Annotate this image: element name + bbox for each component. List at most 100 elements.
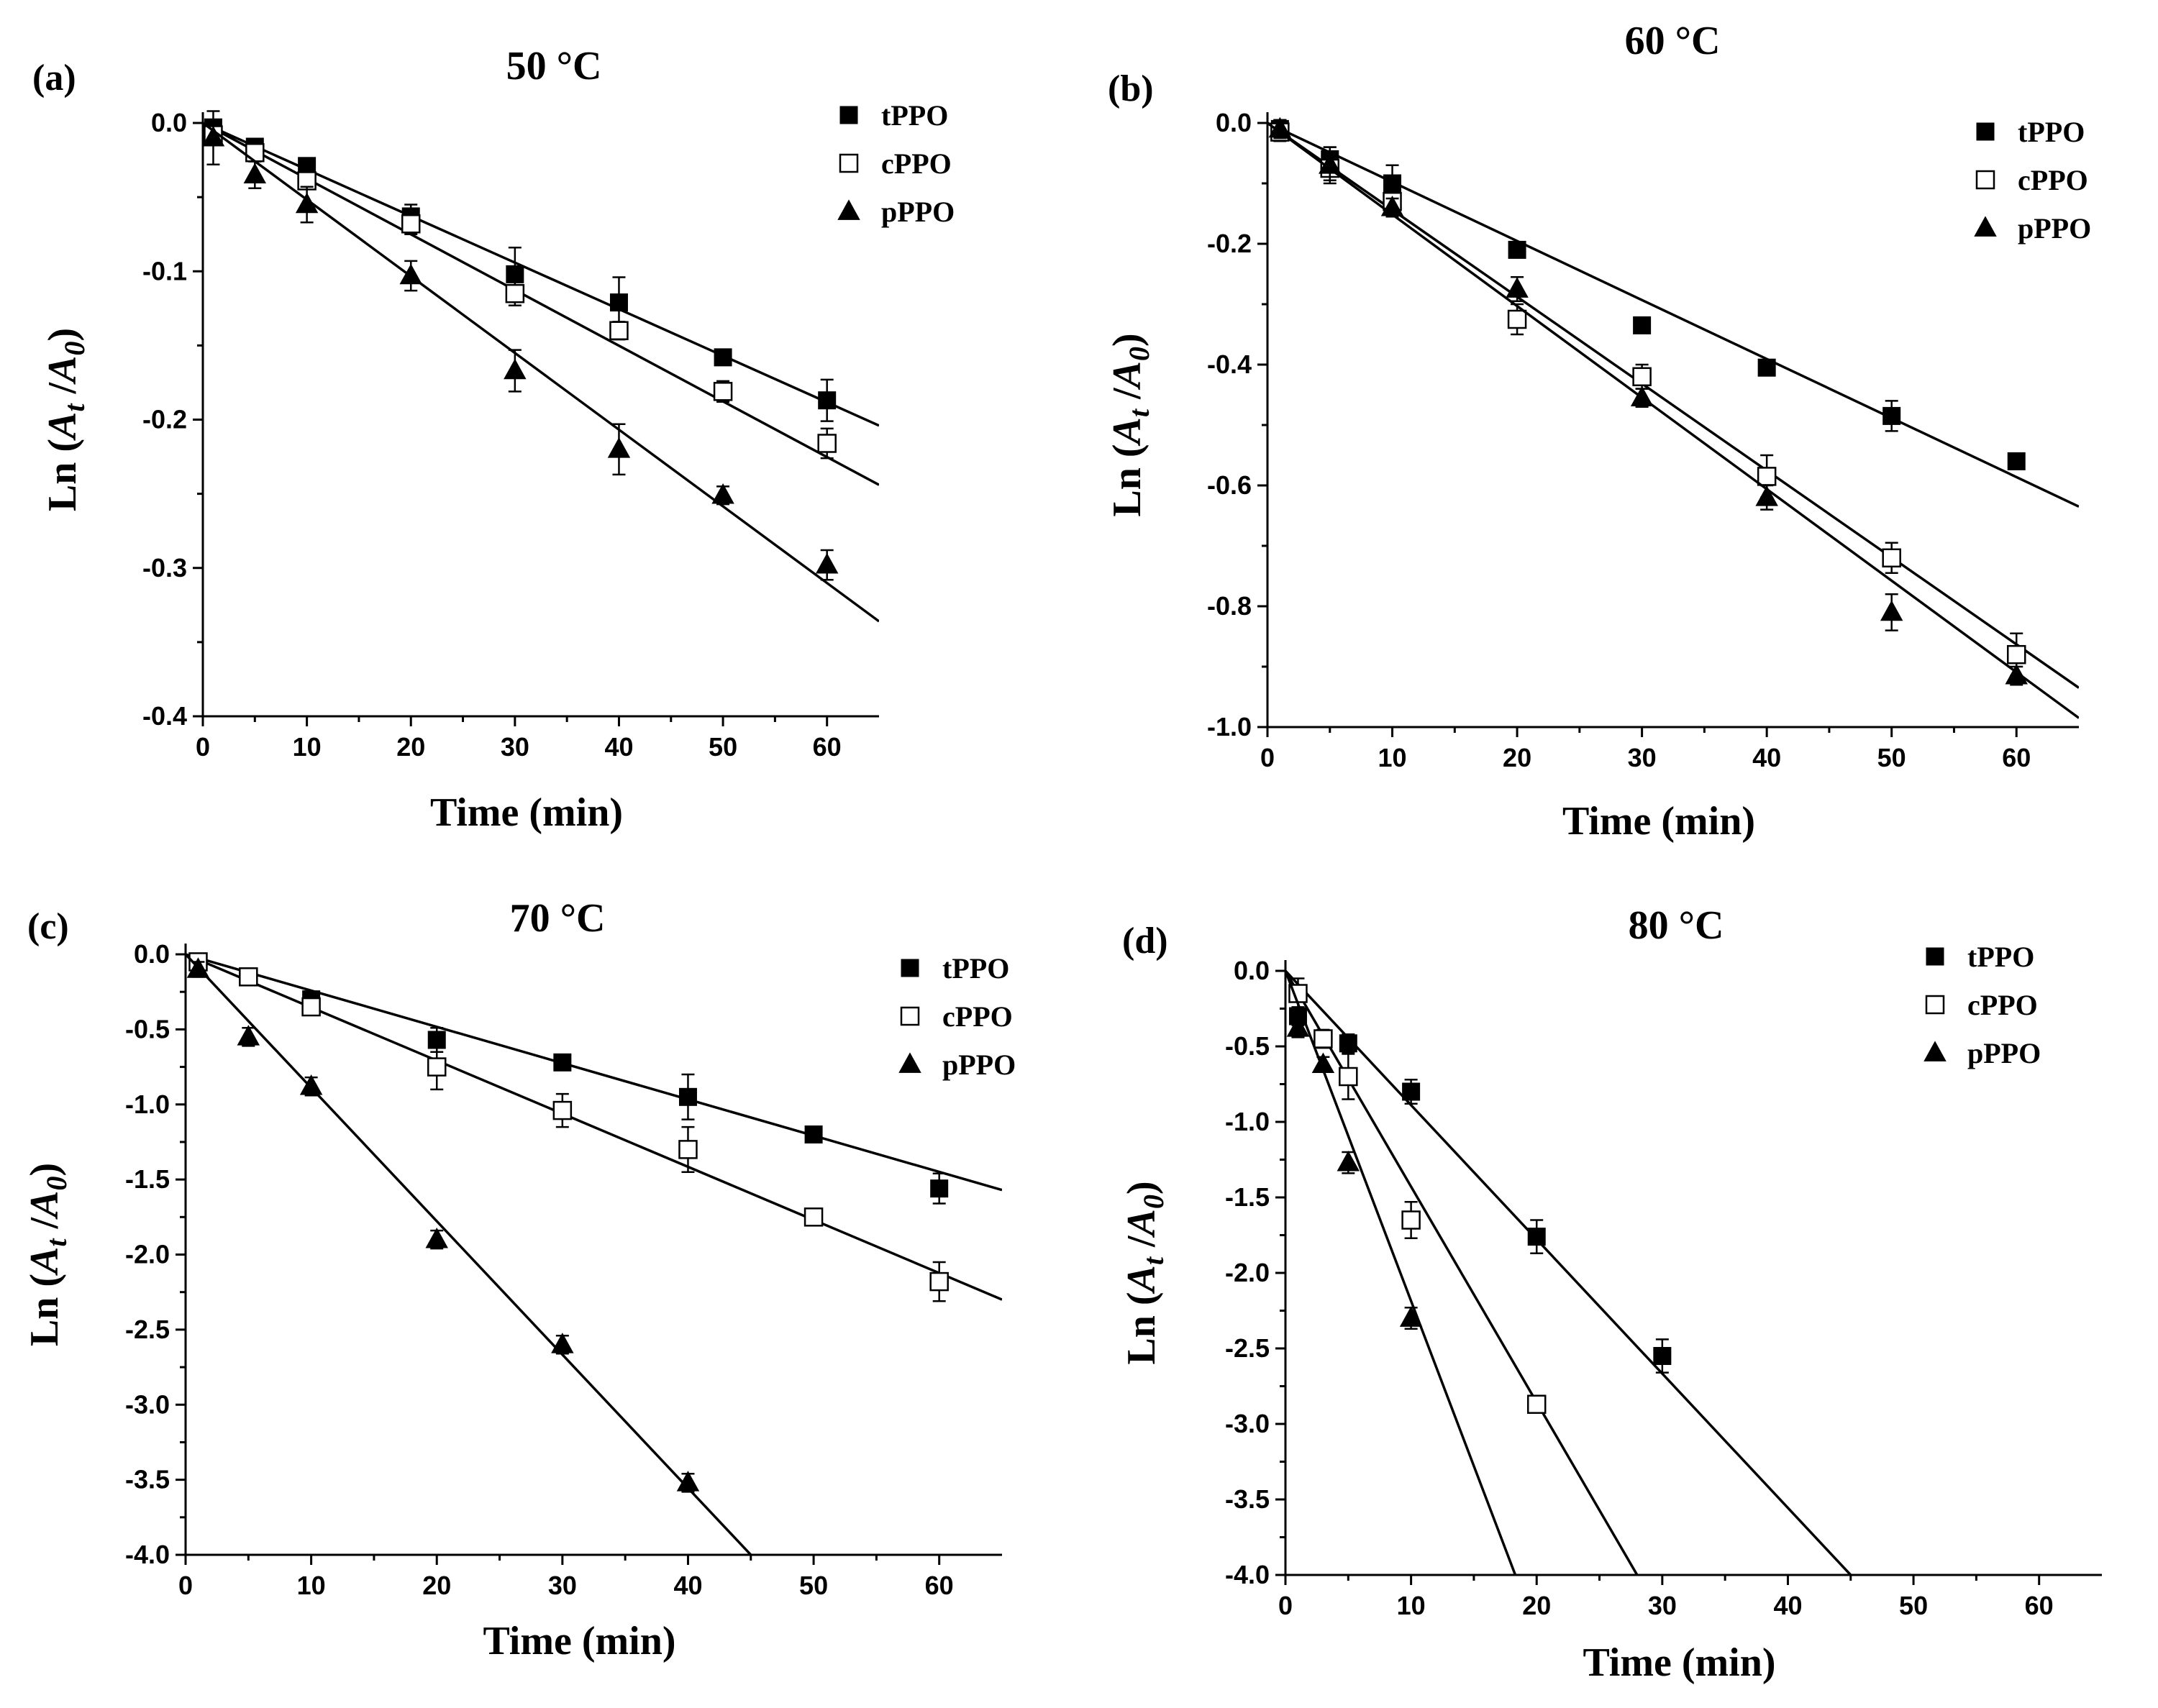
data-point-cPPO <box>1339 1068 1357 1085</box>
data-point-cPPO <box>506 285 524 302</box>
data-point-cPPO <box>246 144 263 161</box>
y-tick-label: -1.0 <box>1225 1107 1270 1136</box>
data-point-cPPO <box>1634 368 1651 385</box>
legend: tPPO cPPO pPPO <box>838 99 955 228</box>
data-point-tPPO <box>1634 316 1651 334</box>
x-tick-label: 10 <box>293 732 322 762</box>
series-pPPO <box>1267 118 2079 718</box>
panel-a: 0 10 20 30 40 50 60 0.0 -0.1 -0.2 -0.3 -0.4 tPPO cPPO… <box>32 44 955 835</box>
data-point-cPPO <box>1403 1212 1420 1229</box>
data-point-tPPO <box>610 294 627 311</box>
data-point-cPPO <box>1758 467 1775 485</box>
x-tick-label: 50 <box>1899 1591 1928 1620</box>
legend-marker-pPPO <box>838 200 860 219</box>
series-pPPO <box>203 111 879 622</box>
legend-label-cPPO: cPPO <box>881 147 952 180</box>
legend-label-cPPO: cPPO <box>942 1000 1013 1033</box>
x-tick-label: 30 <box>1628 743 1657 772</box>
y-tick-label: -0.2 <box>142 405 187 434</box>
legend-label-pPPO: pPPO <box>942 1049 1016 1081</box>
x-tick-label: 60 <box>2025 1591 2054 1620</box>
legend-marker-tPPO <box>901 959 919 977</box>
x-tick-label: 60 <box>813 732 842 762</box>
x-axis-title: Time (min) <box>483 1619 675 1663</box>
y-tick-label: -0.2 <box>1207 229 1252 258</box>
legend-label-cPPO: cPPO <box>1967 989 2038 1021</box>
data-point-cPPO <box>428 1059 445 1076</box>
data-point-pPPO <box>712 484 734 503</box>
x-axis-title: Time (min) <box>430 790 623 835</box>
series-tPPO <box>186 953 1002 1203</box>
data-point-tPPO <box>1654 1348 1671 1365</box>
x-tick-label: 30 <box>1648 1591 1677 1620</box>
panel-title: 50 °C <box>506 44 602 88</box>
data-point-cPPO <box>679 1141 696 1158</box>
y-tick-label: -3.5 <box>125 1465 170 1494</box>
data-point-pPPO <box>816 554 838 573</box>
x-tick-label: 10 <box>297 1571 326 1600</box>
panel-title: 80 °C <box>1629 903 1724 948</box>
data-point-tPPO <box>554 1054 571 1071</box>
y-tick-label: 0.0 <box>151 108 187 137</box>
legend-marker-cPPO <box>1926 996 1944 1013</box>
figure: 0 10 20 30 40 50 600.0-0.1-0.2-0.3-0.4tPPOcPPO… <box>0 0 2158 1708</box>
panel-label: (a) <box>32 58 76 99</box>
data-point-cPPO <box>805 1208 822 1225</box>
x-tick-label: 30 <box>501 732 529 762</box>
series-tPPO <box>1285 971 1851 1575</box>
legend-marker-pPPO <box>1924 1041 1946 1061</box>
legend-label-tPPO: tPPO <box>942 952 1009 985</box>
y-tick-label: -3.0 <box>125 1389 170 1419</box>
data-point-pPPO <box>400 265 422 284</box>
data-point-cPPO <box>1883 549 1900 567</box>
data-point-tPPO <box>931 1180 948 1197</box>
data-point-tPPO <box>1883 407 1900 424</box>
y-tick-label: -1.5 <box>125 1164 170 1194</box>
y-tick-label: -3.5 <box>1225 1484 1270 1514</box>
fit-line-tPPO <box>1285 971 1851 1575</box>
legend: tPPO cPPO pPPO <box>899 952 1016 1081</box>
x-tick-label: 20 <box>396 732 425 762</box>
x-tick-label: 60 <box>925 1571 954 1600</box>
x-tick-label: 60 <box>2002 743 2031 772</box>
x-axis-title: Time (min) <box>1583 1640 1775 1685</box>
legend-marker-cPPO <box>840 155 857 172</box>
series-pPPO <box>186 954 751 1555</box>
series-tPPO <box>1267 120 2079 507</box>
legend-marker-pPPO <box>899 1053 921 1072</box>
x-tick-label: 20 <box>1503 743 1531 772</box>
y-tick-label: -2.0 <box>125 1240 170 1269</box>
panel-d: 0 10 20 30 40 50 60 0.0 -0.5 -1.0 -1.5 -2.0 -2.5 -3.0… <box>1119 903 2102 1685</box>
x-tick-label: 0 <box>178 1571 193 1600</box>
data-point-pPPO <box>609 438 630 457</box>
legend-label-pPPO: pPPO <box>881 196 955 228</box>
data-point-cPPO <box>819 435 836 452</box>
data-point-cPPO <box>240 968 257 985</box>
y-tick-label: 0.0 <box>134 939 170 969</box>
y-tick-label: -0.1 <box>142 256 187 286</box>
x-tick-label: 10 <box>1397 1591 1426 1620</box>
series-cPPO <box>203 123 879 485</box>
data-point-pPPO <box>1506 278 1528 297</box>
fit-line-cPPO <box>1285 971 1637 1575</box>
y-axis-title: Ln (At /A0) <box>22 1163 73 1346</box>
data-point-cPPO <box>1508 311 1526 328</box>
x-tick-label: 50 <box>799 1571 828 1600</box>
legend-label-pPPO: pPPO <box>2018 212 2091 245</box>
y-axis-title: Ln (At /A0) <box>1105 333 1155 516</box>
series-tPPO <box>203 119 879 426</box>
y-tick-label: -2.5 <box>125 1315 170 1344</box>
panel-label: (b) <box>1108 68 1154 109</box>
panel-label: (c) <box>27 906 69 947</box>
y-tick-label: 0.0 <box>1216 108 1252 137</box>
x-tick-label: 20 <box>1522 1591 1551 1620</box>
data-point-cPPO <box>303 998 320 1015</box>
data-point-cPPO <box>2008 646 2025 663</box>
legend-label-tPPO: tPPO <box>2018 116 2085 148</box>
data-point-cPPO <box>610 322 627 339</box>
data-point-pPPO <box>504 360 526 379</box>
x-tick-label: 50 <box>1877 743 1906 772</box>
panel-label: (d) <box>1122 921 1168 962</box>
x-tick-label: 50 <box>709 732 737 762</box>
y-tick-label: -1.5 <box>1225 1182 1270 1212</box>
